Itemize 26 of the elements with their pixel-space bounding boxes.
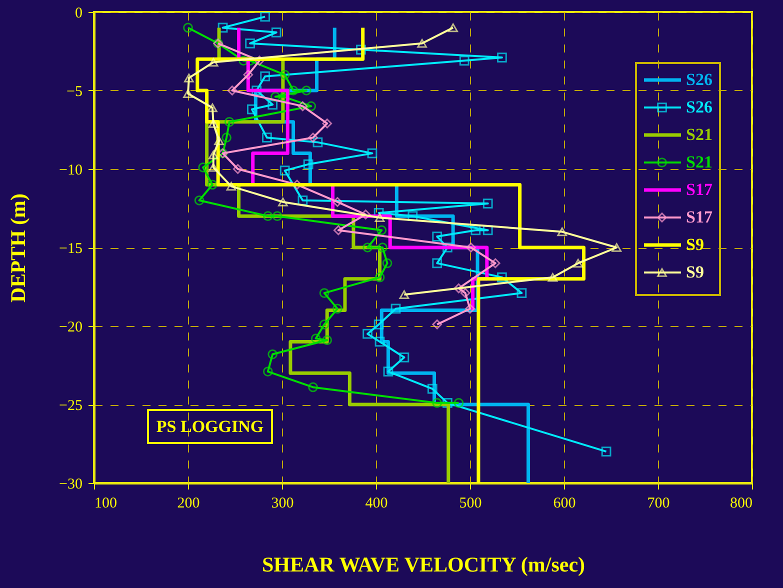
legend-label: S21 — [686, 125, 712, 144]
legend-label: S17 — [686, 208, 713, 226]
y-tick-label: −25 — [59, 398, 82, 414]
x-tick-label: 700 — [647, 496, 670, 512]
annotation: PS LOGGING — [156, 417, 264, 436]
y-tick-label: −5 — [66, 84, 82, 100]
y-tick-label: −30 — [59, 476, 82, 492]
x-tick-label: 300 — [271, 496, 294, 512]
y-tick-label: −10 — [59, 162, 82, 178]
x-tick-label: 600 — [553, 496, 576, 512]
y-tick-label: −20 — [59, 320, 82, 336]
legend-label: S21 — [686, 152, 712, 172]
x-tick-label: 800 — [730, 496, 752, 512]
x-axis-title: SHEAR WAVE VELOCITY (m/sec) — [262, 552, 586, 576]
legend-label: S17 — [686, 180, 713, 199]
x-tick-label: 500 — [459, 496, 482, 512]
y-axis-title: DEPTH (m) — [6, 193, 30, 303]
legend-label: S9 — [686, 235, 704, 254]
y-tick-label: 0 — [75, 6, 82, 22]
x-tick-label: 400 — [365, 496, 388, 512]
legend-label: S26 — [686, 70, 712, 89]
legend-label: S9 — [686, 262, 704, 282]
x-tick-label: 200 — [177, 496, 200, 512]
x-tick-label: 100 — [94, 496, 117, 512]
legend-label: S26 — [686, 98, 712, 116]
y-tick-label: −15 — [59, 241, 82, 257]
